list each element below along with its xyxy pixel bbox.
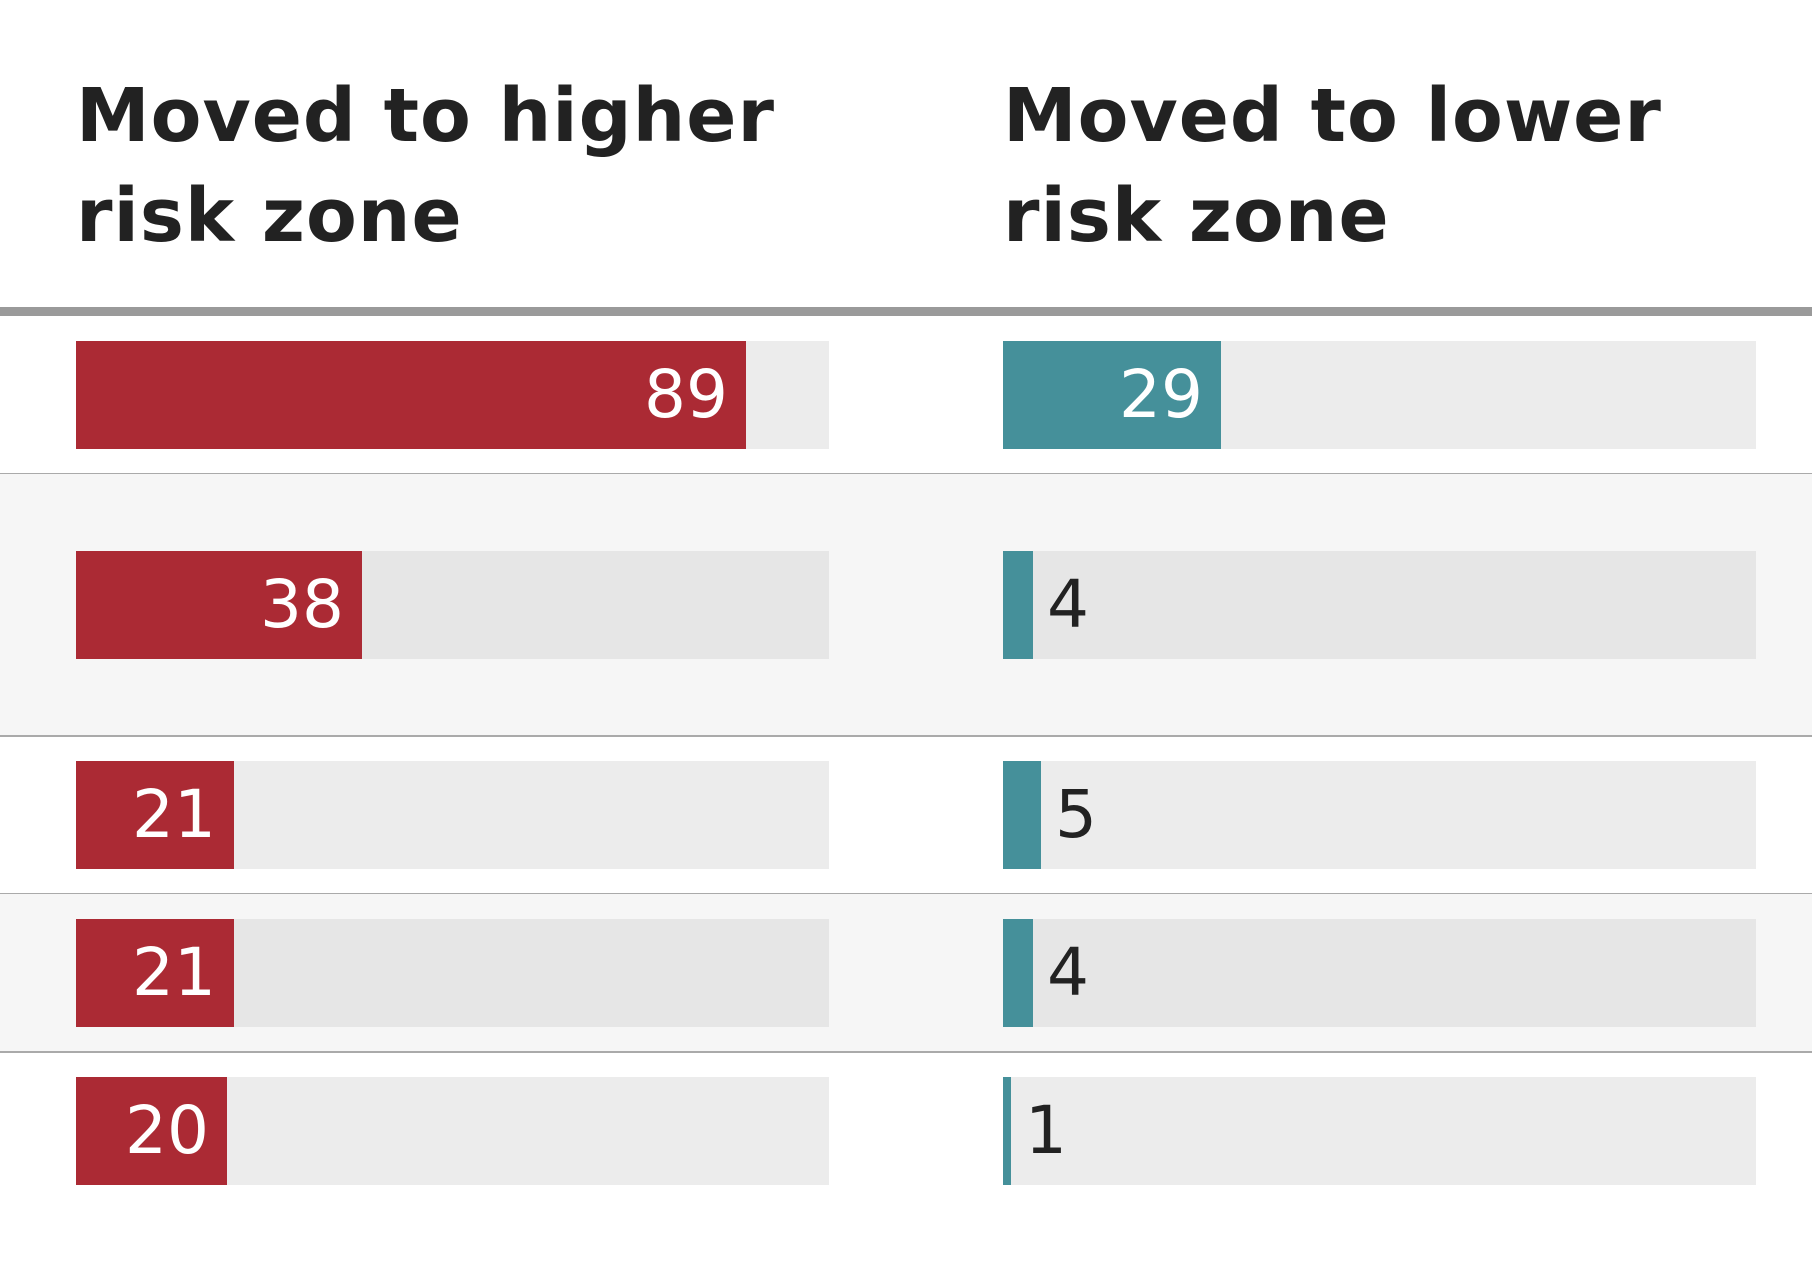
value-label: 4	[1047, 566, 1089, 643]
bar-row: 21 5	[0, 736, 1812, 894]
value-label: 21	[132, 934, 216, 1011]
value-label: 29	[1119, 356, 1203, 433]
bar-track: 20	[76, 1077, 829, 1185]
bar-higher	[76, 1077, 227, 1185]
value-label: 1	[1025, 1092, 1067, 1169]
bar-track: 38	[76, 551, 829, 659]
bar-lower	[1003, 551, 1033, 659]
bar-lower	[1003, 761, 1041, 869]
value-label: 20	[125, 1092, 209, 1169]
bar-row: 20 1	[0, 1052, 1812, 1210]
value-label: 4	[1047, 934, 1089, 1011]
bar-track: 4	[1003, 919, 1756, 1027]
row-divider	[0, 1051, 1812, 1053]
bar-track: 29	[1003, 341, 1756, 449]
column-header-lower: Moved to lower risk zone	[1003, 73, 1662, 259]
bar-track: 21	[76, 761, 829, 869]
column-header-higher: Moved to higher risk zone	[76, 73, 775, 259]
bar-row: 21 4	[0, 894, 1812, 1052]
bar-higher	[76, 761, 234, 869]
bar-row: 38 4	[0, 474, 1812, 736]
bar-lower	[1003, 341, 1221, 449]
bar-track: 4	[1003, 551, 1756, 659]
bar-lower	[1003, 1077, 1011, 1185]
bar-track: 1	[1003, 1077, 1756, 1185]
bar-higher	[76, 341, 746, 449]
bar-track: 89	[76, 341, 829, 449]
bar-higher	[76, 551, 362, 659]
value-label: 89	[644, 356, 728, 433]
bar-track: 21	[76, 919, 829, 1027]
header-rule	[0, 307, 1812, 316]
bar-higher	[76, 919, 234, 1027]
row-divider	[0, 735, 1812, 737]
value-label: 5	[1055, 776, 1097, 853]
bar-row: 89 29	[0, 316, 1812, 474]
value-label: 21	[132, 776, 216, 853]
bar-lower	[1003, 919, 1033, 1027]
value-label: 38	[260, 566, 344, 643]
bar-track: 5	[1003, 761, 1756, 869]
